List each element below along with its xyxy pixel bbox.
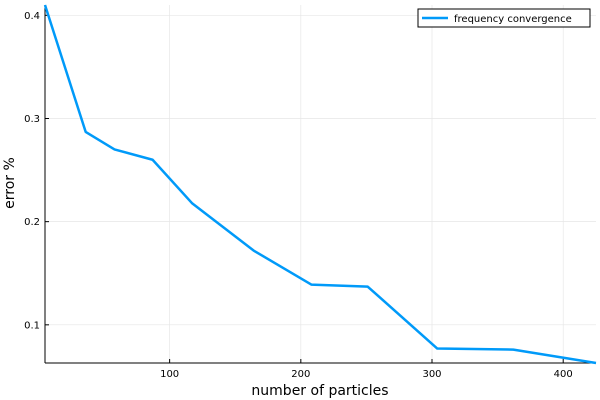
y-tick-label: 0.2 — [24, 217, 40, 228]
x-tick-label: 300 — [422, 369, 441, 380]
y-axis-title: error % — [2, 157, 18, 209]
y-tick-label: 0.4 — [24, 11, 40, 22]
x-tick-label: 400 — [554, 369, 573, 380]
series-layer — [43, 4, 597, 365]
y-tick-label: 0.1 — [24, 320, 40, 331]
legend-label: frequency convergence — [454, 14, 572, 25]
axes — [44, 5, 596, 364]
legend-box — [417, 8, 591, 28]
grid — [45, 5, 596, 363]
x-axis-title: number of particles — [251, 383, 388, 399]
y-tick-label: 0.3 — [24, 114, 40, 125]
x-tick-label: 100 — [160, 369, 179, 380]
series-line-0 — [43, 4, 597, 365]
x-tick-label: 200 — [291, 369, 310, 380]
legend: frequency convergence — [417, 8, 591, 28]
ticks: 100 200 300 400 0.1 0.2 0.3 0.4 — [24, 11, 573, 380]
